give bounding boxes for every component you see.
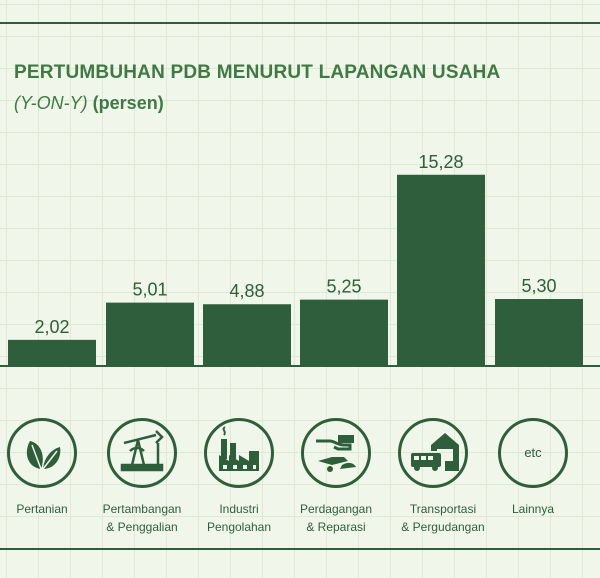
etc-icon: etc bbox=[498, 418, 568, 488]
bar-1 bbox=[106, 302, 194, 365]
category-label-industri: Industri Pengolahan bbox=[206, 502, 272, 534]
subtitle-unit: (persen) bbox=[92, 93, 164, 113]
leaf-icon bbox=[7, 418, 77, 488]
data-label-3: 5,25 bbox=[326, 277, 361, 297]
bar-5 bbox=[495, 299, 583, 365]
bar-2 bbox=[203, 304, 291, 365]
etc-text: etc bbox=[524, 445, 542, 460]
category-label-perdagangan: Perdagangan & Reparasi bbox=[299, 502, 373, 534]
bar-0 bbox=[8, 339, 96, 365]
data-label-1: 5,01 bbox=[132, 280, 167, 300]
bar-4 bbox=[397, 174, 485, 365]
bar-chart: 2,02 5,01 4,88 5,25 15,28 5,30 bbox=[0, 152, 600, 367]
chart-title: PERTUMBUHAN PDB MENURUT LAPANGAN USAHA bbox=[14, 62, 501, 83]
category-label-pertambangan: Pertambangan & Penggalian bbox=[102, 502, 182, 534]
subtitle-yoy: (Y-ON-Y) bbox=[14, 93, 88, 113]
oil-pump-icon bbox=[107, 418, 177, 488]
handshake-icon bbox=[301, 418, 371, 488]
category-label-pertanian: Pertanian bbox=[16, 502, 68, 516]
bottom-rule bbox=[0, 548, 600, 550]
data-label-4: 15,28 bbox=[418, 152, 463, 172]
chart-subtitle: (Y-ON-Y) (persen) bbox=[14, 93, 164, 114]
data-label-0: 2,02 bbox=[34, 317, 69, 337]
factory-icon bbox=[204, 418, 274, 488]
truck-warehouse-icon bbox=[398, 418, 468, 488]
top-rule bbox=[0, 22, 600, 24]
data-label-2: 4,88 bbox=[229, 281, 264, 301]
data-label-5: 5,30 bbox=[521, 276, 556, 296]
category-label-transportasi: Transportasi & Pergudangan bbox=[401, 502, 485, 534]
category-label-lainnya: Lainnya bbox=[511, 502, 555, 516]
bar-3 bbox=[300, 299, 388, 365]
